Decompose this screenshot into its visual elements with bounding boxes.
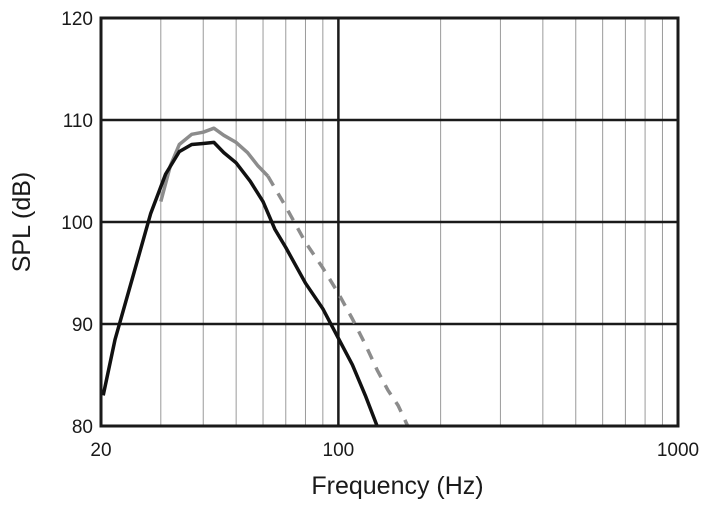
x-tick-label: 100 <box>323 440 355 461</box>
series-line-2 <box>266 175 410 427</box>
x-tick-label: 1000 <box>657 440 699 461</box>
x-axis-label: Frequency (Hz) <box>311 472 483 500</box>
major-gridlines <box>99 16 680 428</box>
x-tick-label: 20 <box>90 440 111 461</box>
y-tick-label: 120 <box>61 9 93 30</box>
series-layer <box>101 126 410 427</box>
y-tick-label: 100 <box>61 213 93 234</box>
tick-labels: 80 90 100 110 120 20 100 1000 <box>61 9 699 461</box>
y-axis-label: SPL (dB) <box>8 172 36 273</box>
series-line-3 <box>101 140 379 427</box>
series-line-1 <box>159 126 270 203</box>
plot-frame <box>99 16 680 428</box>
y-tick-label: 80 <box>72 417 93 438</box>
y-tick-label: 90 <box>72 315 93 336</box>
y-tick-label: 110 <box>63 111 93 132</box>
